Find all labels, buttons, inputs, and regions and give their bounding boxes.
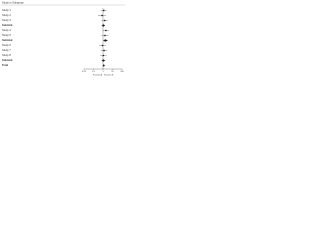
chart: Study or Subgroup 0.01 0.1 1 10 100 Favours A… [0,0,126,80]
x-tick-label: 0.1 [92,71,96,73]
x-tick-label: 10 [111,71,114,73]
point-estimate [105,29,107,32]
study-label: Study 4 [2,28,11,32]
study-label: Subtotal [2,38,13,42]
point-estimate [101,14,103,17]
x-tick-label: 100 [120,71,124,73]
axis-label-right: Favours B [104,75,114,77]
point-estimate [103,19,106,22]
summary-diamond [103,39,108,42]
point-estimate [104,34,106,37]
study-label: Total [2,63,8,67]
point-estimate [101,44,104,47]
study-label: Study 3 [2,18,11,22]
study-label: Subtotal [2,58,13,62]
study-label: Study 8 [2,53,11,57]
summary-diamond [102,64,105,67]
x-tick-label: 1 [102,71,104,73]
summary-diamond [101,59,106,62]
point-estimate [103,49,105,52]
axis-label-left: Favours A [93,74,103,77]
x-tick-label: 0.01 [82,71,87,73]
study-label: Subtotal [2,23,13,27]
study-label: Study 1 [2,8,11,12]
study-label: Study 5 [2,33,11,37]
chart-title: Study or Subgroup [2,1,24,5]
study-label: Study 6 [2,43,11,47]
point-estimate [103,9,105,12]
point-estimate [102,54,105,57]
study-label: Study 2 [2,13,11,17]
summary-diamond [101,24,106,27]
study-label: Study 7 [2,48,11,52]
background [0,0,126,80]
